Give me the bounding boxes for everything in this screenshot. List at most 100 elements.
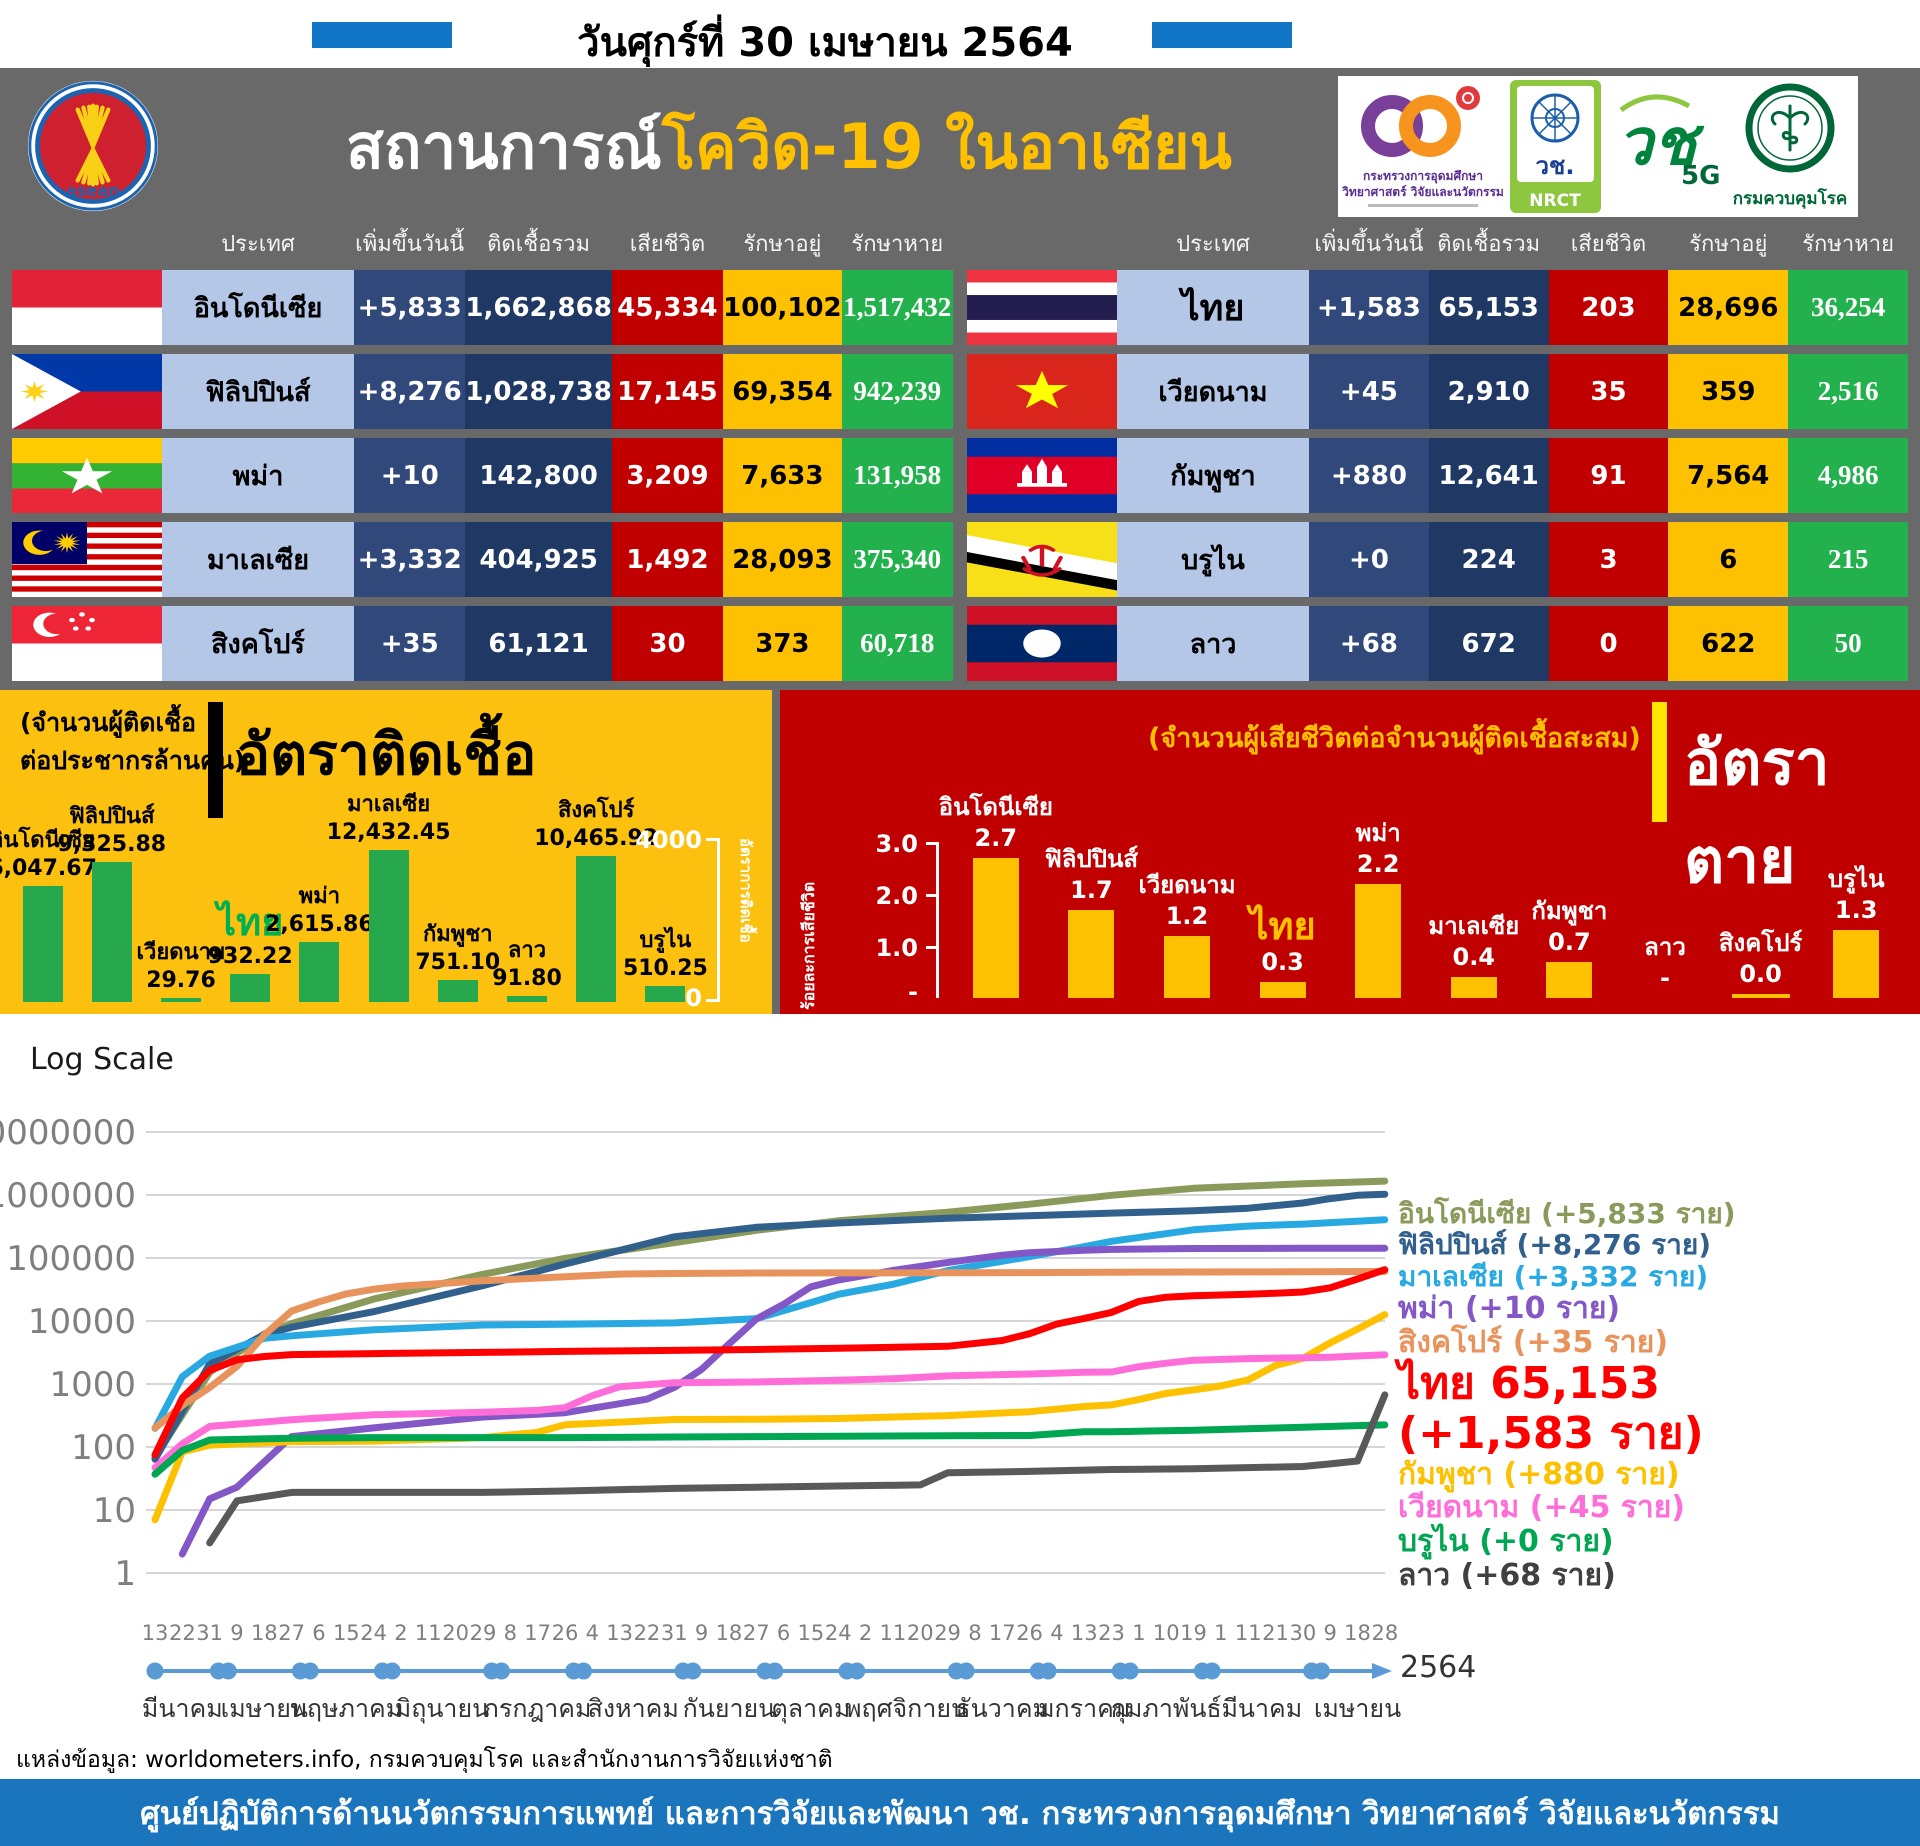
month-label: กรกฎาคม bbox=[484, 1694, 592, 1723]
cell-new-today: +68 bbox=[1309, 606, 1429, 681]
timeline-dot bbox=[301, 1662, 319, 1680]
month-label: เมษายน bbox=[221, 1694, 308, 1723]
svg-text:NRCT: NRCT bbox=[1529, 191, 1581, 211]
table-corner bbox=[12, 225, 162, 261]
cell-total-cases: 404,925 bbox=[465, 522, 612, 597]
x-tick-label: 22 bbox=[634, 1621, 661, 1645]
death-bar-6 bbox=[1546, 962, 1593, 998]
timeline-dot bbox=[1039, 1662, 1057, 1680]
x-tick-label: 20 bbox=[442, 1621, 469, 1645]
timeline-dot bbox=[1203, 1662, 1221, 1680]
column-header: ติดเชื้อรวม bbox=[1437, 231, 1541, 257]
cell-total-cases: 61,121 bbox=[465, 606, 612, 681]
cell-new-today: +0 bbox=[1309, 522, 1429, 597]
month-label: ธันวาคม bbox=[955, 1694, 1049, 1723]
nrct-logo: วช. NRCT bbox=[1508, 76, 1603, 217]
infection-bar-0 bbox=[22, 886, 63, 1002]
column-header: รักษาหาย bbox=[851, 231, 944, 257]
column-header: เพิ่มขึ้นวันนี้ bbox=[1314, 231, 1424, 257]
month-label: พฤษภาคม bbox=[290, 1694, 402, 1723]
series-4 bbox=[151, 1268, 1389, 1432]
x-tick-label: 15 bbox=[333, 1621, 360, 1645]
cell-active-cases: 28,696 bbox=[1668, 270, 1789, 345]
cell-new-today: +8,276 bbox=[354, 354, 466, 429]
infection-bar-6 bbox=[437, 980, 478, 1002]
infection-rate-title: อัตราติดเชื้อ bbox=[236, 722, 537, 788]
svg-text:กระทรวงการอุดมศึกษา: กระทรวงการอุดมศึกษา bbox=[1363, 169, 1483, 184]
x-tick-label: 28 bbox=[1371, 1621, 1398, 1645]
series-9 bbox=[206, 1391, 1389, 1547]
infection-bar-label-0: อินโดนีเซีย6,047.67 bbox=[0, 828, 97, 881]
cell-country: มาเลเซีย bbox=[162, 522, 354, 597]
flag-my-icon bbox=[12, 522, 162, 597]
infection-rate-chart: อินโดนีเซีย6,047.67ฟิลิปปินส์9,325.88 เวี… bbox=[0, 690, 708, 1014]
x-tick-label: 18 bbox=[251, 1621, 278, 1645]
chart-legend: อินโดนีเซีย (+5,833 ราย) ฟิลิปปินส์ (+8,2… bbox=[1398, 1198, 1736, 1592]
death-bar-3 bbox=[1259, 982, 1306, 998]
svg-text:วิทยาศาสตร์ วิจัยและนวัตกรรม: วิทยาศาสตร์ วิจัยและนวัตกรรม bbox=[1342, 185, 1504, 199]
cell-new-today: +880 bbox=[1309, 438, 1429, 513]
x-tick-label: 13 bbox=[142, 1621, 169, 1645]
svg-text:วช: วช bbox=[1617, 106, 1705, 180]
column-header: เพิ่มขึ้นวันนี้ bbox=[355, 231, 465, 257]
x-tick-label: 31 bbox=[661, 1621, 688, 1645]
infection-bar-label-7: ลาว 91.80 bbox=[492, 938, 562, 991]
cell-active-cases: 373 bbox=[723, 606, 842, 681]
cell-recovered: 50 bbox=[1788, 606, 1908, 681]
cell-active-cases: 7,564 bbox=[1668, 438, 1789, 513]
year-label: 2564 bbox=[1400, 1650, 1477, 1685]
cell-recovered: 375,340 bbox=[841, 522, 953, 597]
x-tick-label: 8 bbox=[968, 1621, 981, 1645]
axis-tick bbox=[706, 838, 720, 841]
cell-active-cases: 6 bbox=[1668, 522, 1789, 597]
death-bar-label-9: บรูไน 1.3 bbox=[1827, 864, 1885, 924]
cell-new-today: +10 bbox=[354, 438, 466, 513]
x-tick-label: 21 bbox=[1262, 1621, 1289, 1645]
infection-bar-9 bbox=[645, 986, 686, 1002]
cell-country: ไทย bbox=[1117, 270, 1309, 345]
x-tick-label: 17 bbox=[989, 1621, 1016, 1645]
axis-tick-label: 2.0 bbox=[875, 882, 918, 910]
cell-recovered: 131,958 bbox=[841, 438, 953, 513]
partner-logos: กระทรวงการอุดมศึกษา วิทยาศาสตร์ วิจัยและน… bbox=[1338, 76, 1858, 217]
y-axis-label: 100 bbox=[71, 1428, 136, 1468]
cell-deaths: 45,334 bbox=[611, 270, 724, 345]
timeline-dot bbox=[1121, 1662, 1139, 1680]
x-tick-label: 29 bbox=[934, 1621, 961, 1645]
cell-deaths: 3 bbox=[1548, 522, 1669, 597]
asean-logo-text: asean bbox=[66, 181, 120, 200]
y-axis-label: 10 bbox=[93, 1491, 136, 1531]
timeline-dot bbox=[766, 1662, 784, 1680]
data-source: แหล่งข้อมูล: worldometers.info, กรมควบคุ… bbox=[16, 1747, 833, 1773]
x-tick-label: 1 bbox=[1214, 1621, 1227, 1645]
infection-bar-label-5: มาเลเซีย 12,432.45 bbox=[326, 792, 451, 845]
legend-item-8: เวียดนาม (+45 ราย) bbox=[1398, 1490, 1686, 1526]
cell-country: เวียดนาม bbox=[1117, 354, 1309, 429]
timeline-dot bbox=[848, 1662, 866, 1680]
decorative-bar-left-icon bbox=[312, 22, 452, 48]
stats-table-section: ประเทศ เพิ่มขึ้นวันนี้ ติดเชื้อรวม เสียชีวิ… bbox=[0, 225, 1920, 690]
y-axis-label: 100000 bbox=[6, 1239, 136, 1279]
death-bar-4 bbox=[1355, 884, 1402, 998]
footer-banner: ศูนย์ปฏิบัติการด้านนวัตกรรมการแพทย์ และก… bbox=[0, 1779, 1920, 1846]
infection-axis bbox=[717, 838, 720, 1002]
death-bar-label-3: ไทย 0.3 bbox=[1249, 903, 1316, 976]
series-7 bbox=[151, 1351, 1389, 1472]
x-tick-label: 27 bbox=[278, 1621, 305, 1645]
timeline-dot bbox=[684, 1662, 702, 1680]
legend-item-5: ไทย 65,153 bbox=[1398, 1358, 1661, 1410]
x-tick-label: 30 bbox=[1289, 1621, 1316, 1645]
cell-country: ลาว bbox=[1117, 606, 1309, 681]
infection-bar-label-3: ไทย 932.22 bbox=[207, 899, 293, 969]
x-tick-label: 18 bbox=[1344, 1621, 1371, 1645]
x-tick-label: 18 bbox=[716, 1621, 743, 1645]
rate-panels: (จำนวนผู้ติดเชื้อ ต่อประชากรล้านคน) อัตร… bbox=[0, 690, 1920, 1014]
x-tick-label: 9 bbox=[1324, 1621, 1337, 1645]
x-tick-label: 17 bbox=[524, 1621, 551, 1645]
month-label: พฤศจิกายน bbox=[845, 1694, 968, 1723]
divider bbox=[1652, 702, 1667, 822]
column-header: เสียชีวิต bbox=[1570, 231, 1647, 257]
cell-active-cases: 28,093 bbox=[723, 522, 842, 597]
death-bar-9 bbox=[1833, 930, 1880, 998]
series-3 bbox=[178, 1244, 1389, 1558]
